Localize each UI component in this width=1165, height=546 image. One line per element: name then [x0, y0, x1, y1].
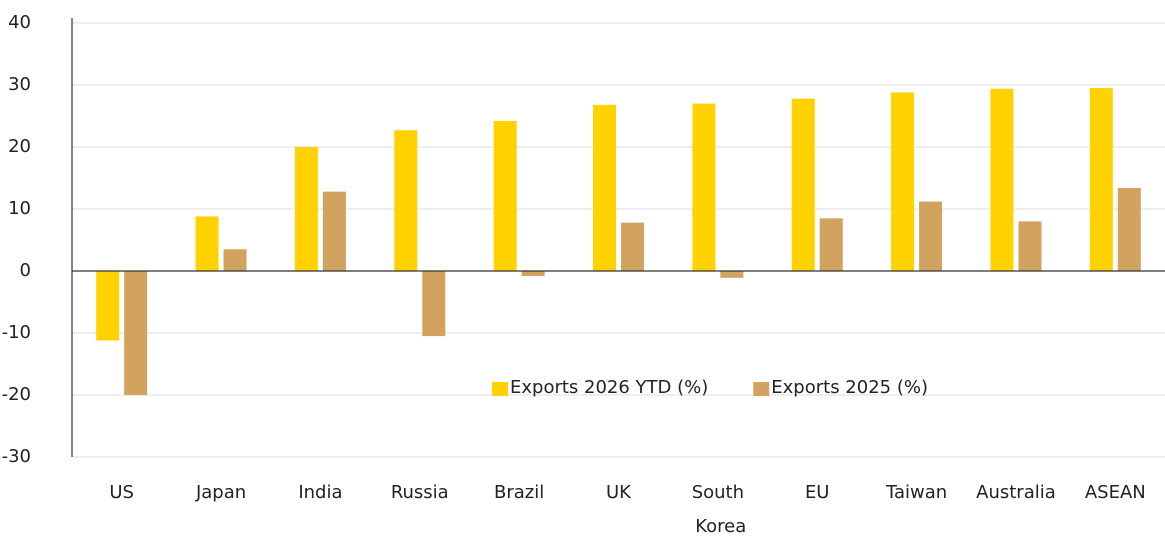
- legend-label: Exports 2026 YTD (%): [510, 377, 708, 398]
- bar: [195, 216, 219, 271]
- bar: [819, 218, 843, 271]
- bar: [1117, 187, 1141, 271]
- y-tick-label: 30: [8, 74, 31, 95]
- x-tick-label: Brazil: [494, 482, 544, 503]
- bar: [124, 271, 148, 395]
- bar: [891, 92, 915, 271]
- legend-label: Exports 2025 (%): [771, 377, 928, 398]
- y-tick-label: 10: [8, 198, 31, 219]
- bar: [294, 147, 318, 271]
- x-tick-label: ASEAN: [1085, 482, 1146, 503]
- bar: [521, 271, 545, 276]
- bar: [96, 271, 120, 341]
- y-tick-label: 40: [8, 12, 31, 33]
- bar: [1089, 88, 1113, 271]
- bar: [990, 88, 1014, 271]
- x-tick-label: South Korea: [689, 482, 746, 537]
- bar: [621, 222, 644, 271]
- bar: [1018, 221, 1042, 271]
- x-tick-label: India: [298, 482, 342, 503]
- y-tick-label: 20: [8, 136, 31, 157]
- y-tick-label: -30: [2, 446, 31, 467]
- y-tick-label: 0: [20, 260, 31, 281]
- x-tick-label: Australia: [976, 482, 1056, 503]
- y-tick-label: -10: [2, 322, 31, 343]
- x-tick-label: US: [109, 482, 134, 503]
- bar: [919, 201, 943, 271]
- y-tick-label: -20: [2, 384, 31, 405]
- bar: [593, 104, 616, 271]
- legend-marker: [492, 382, 508, 396]
- bar: [394, 130, 418, 271]
- x-tick-label: Russia: [391, 482, 449, 503]
- x-tick-label: EU: [805, 482, 830, 503]
- x-tick-label: Japan: [195, 482, 246, 503]
- bar: [791, 98, 815, 271]
- bar: [720, 271, 744, 278]
- legend-marker: [753, 382, 770, 396]
- x-tick-label: UK: [606, 482, 632, 503]
- bar: [223, 249, 247, 271]
- bar: [422, 271, 446, 337]
- x-tick-label: Taiwan: [885, 482, 947, 503]
- bar: [493, 120, 517, 272]
- bar: [322, 191, 346, 271]
- bar: [692, 103, 716, 271]
